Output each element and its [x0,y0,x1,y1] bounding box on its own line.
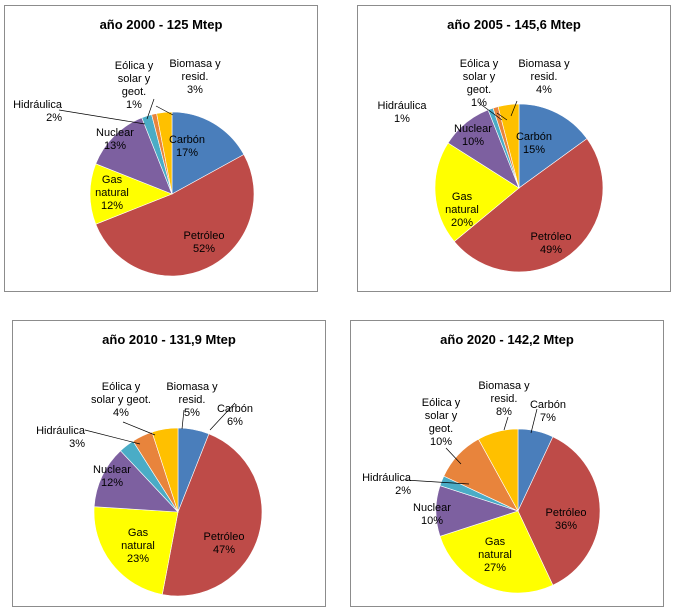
slice-label-biomasa: Biomasa y resid. 4% [518,58,570,96]
pie-slice-biomasa-resid [151,427,179,513]
leader-line [478,102,503,121]
slice-label-carbon: Carbón 15% [516,131,552,156]
slice-label-carbon: Carbón 17% [169,134,205,159]
chart-title: año 2000 - 125 Mtep [99,17,223,32]
slice-label-biomasa: Biomasa y resid. 3% [169,58,221,96]
slice-label-petroleo: Petróleo 47% [204,531,245,556]
slice-value-biomasa: 4% [536,84,552,96]
slice-label-hidraulica: Hidráulica 2% [362,472,412,497]
slice-label-petroleo: Petróleo 52% [184,230,225,255]
slice-value-nuclear: 10% [421,515,443,527]
slice-value-nuclear: 12% [101,477,123,489]
leader-line [58,109,146,125]
slice-value-eolica: 4% [113,407,129,419]
slice-label-eolica: Eólica y solar y geot. 10% [422,397,461,448]
slice-value-biomasa: 5% [184,407,200,419]
pie-slice-petroleo [453,138,604,273]
slice-label-nuclear: Nuclear 12% [93,464,131,489]
pie-chart-2000: Carbón 17% Petróleo 52% Gas natural 12% Nuclear… [13,58,255,277]
slice-label-biomasa: Biomasa y resid. 5% [166,381,218,419]
slice-label-hidraulica: Hidráulica 2% [13,99,63,124]
slice-value-eolica: 10% [430,436,452,448]
slice-label-biomasa: Biomasa y resid. 8% [478,380,530,418]
slice-label-nuclear: Nuclear 10% [413,502,451,527]
slice-label-carbon: Carbón 7% [530,399,566,424]
pie-slice-nuclear [95,117,173,195]
slice-label-hidraulica: Hidráulica 1% [378,100,428,125]
slice-label-gas: Gas natural 20% [445,191,479,229]
slice-label-petroleo: Petróleo 36% [546,507,587,532]
leader-line [84,429,141,445]
slice-label-nuclear: Nuclear 10% [454,123,492,148]
slice-label-carbon: Carbón 6% [217,403,253,428]
slice-value-biomasa: 8% [496,406,512,418]
pie-slice-gas-natural [89,163,173,225]
leader-line [146,98,155,120]
slice-value-carbon: 7% [540,412,556,424]
slice-value-eolica: 1% [471,97,487,109]
leader-line [510,100,518,117]
slice-label-eolica: Eólica y solar y geot. 4% [91,381,151,419]
slice-value-nuclear: 13% [104,140,126,152]
slice-value-gas: 27% [484,562,506,574]
pie-chart-2020: Carbón 7% Petróleo 36% Gas natural 27% Nuclear 1… [362,380,601,594]
slice-label-gas: Gas natural 12% [95,174,129,212]
leader-line [503,416,509,431]
pie-slice-carbon [518,103,588,189]
pie-slice-carbon [171,111,245,195]
leader-line [496,112,508,121]
slice-value-carbon: 17% [176,147,198,159]
pie-chart-panel-2000: año 2000 - 125 Mtep Carbón 17% Petróleo 52%… [4,5,318,292]
slice-value-carbon: 6% [227,416,243,428]
slice-value-gas: 20% [451,217,473,229]
pie-chart-panel-2005: año 2005 - 145,6 Mtep Carbón 15% Petróleo 4… [357,5,671,292]
slice-label-eolica: Eólica y solar y geot. 1% [115,60,154,111]
slice-value-petroleo: 52% [193,243,215,255]
leader-line [404,479,470,485]
leader-line [530,408,538,434]
slice-label-eolica: Eólica y solar y geot. 1% [460,58,499,109]
leader-line [181,409,185,430]
slice-label-hidraulica: Hidráulica 3% [36,425,86,450]
leader-line [122,421,156,436]
pie-slice-gas-natural [434,142,520,242]
leader-line [209,402,236,431]
pie-chart-2010: Carbón 6% Petróleo 47% Gas natural 23% Nuclear 1… [36,381,263,597]
pie-slice-biomasa-resid [478,428,519,512]
slice-value-petroleo: 47% [213,544,235,556]
slice-value-biomasa: 3% [187,84,203,96]
slice-value-eolica: 1% [126,99,142,111]
pie-chart-panel-2020: año 2020 - 142,2 Mtep Carbón 7% Petróleo 36… [350,320,664,607]
slice-value-petroleo: 36% [555,520,577,532]
chart-title: año 2005 - 145,6 Mtep [447,17,581,32]
pie-slice-nuclear [93,450,179,513]
slice-value-nuclear: 10% [462,136,484,148]
pie-slice-gas-natural [93,506,179,595]
slice-label-nuclear: Nuclear 13% [96,127,134,152]
slice-value-carbon: 15% [523,144,545,156]
pie-slice-gas-natural [439,510,554,594]
leader-line [155,105,174,116]
pie-slice-petroleo [95,154,255,277]
slice-value-petroleo: 49% [540,244,562,256]
slice-value-hidraulica: 3% [69,438,85,450]
leader-line [445,447,462,465]
pie-slice-petroleo [517,436,601,586]
slice-value-hidraulica: 1% [394,113,410,125]
pie-slice-biomasa-resid [497,103,520,189]
pie-slice-biomasa-resid [156,111,173,195]
slice-value-gas: 12% [101,200,123,212]
slice-label-petroleo: Petróleo 49% [531,231,572,256]
chart-title: año 2010 - 131,9 Mtep [102,332,236,347]
slice-value-gas: 23% [127,553,149,565]
slice-value-hidraulica: 2% [46,112,62,124]
slice-label-gas: Gas natural 23% [121,527,155,565]
chart-title: año 2020 - 142,2 Mtep [440,332,574,347]
slice-value-hidraulica: 2% [395,485,411,497]
slice-label-gas: Gas natural 27% [478,536,512,574]
pie-chart-2005: Carbón 15% Petróleo 49% Gas natural 20% Nuclear… [378,58,604,273]
pie-chart-panel-2010: año 2010 - 131,9 Mtep Carbón 6% Petróleo 47… [12,320,326,607]
pie-slice-petroleo [161,433,263,597]
